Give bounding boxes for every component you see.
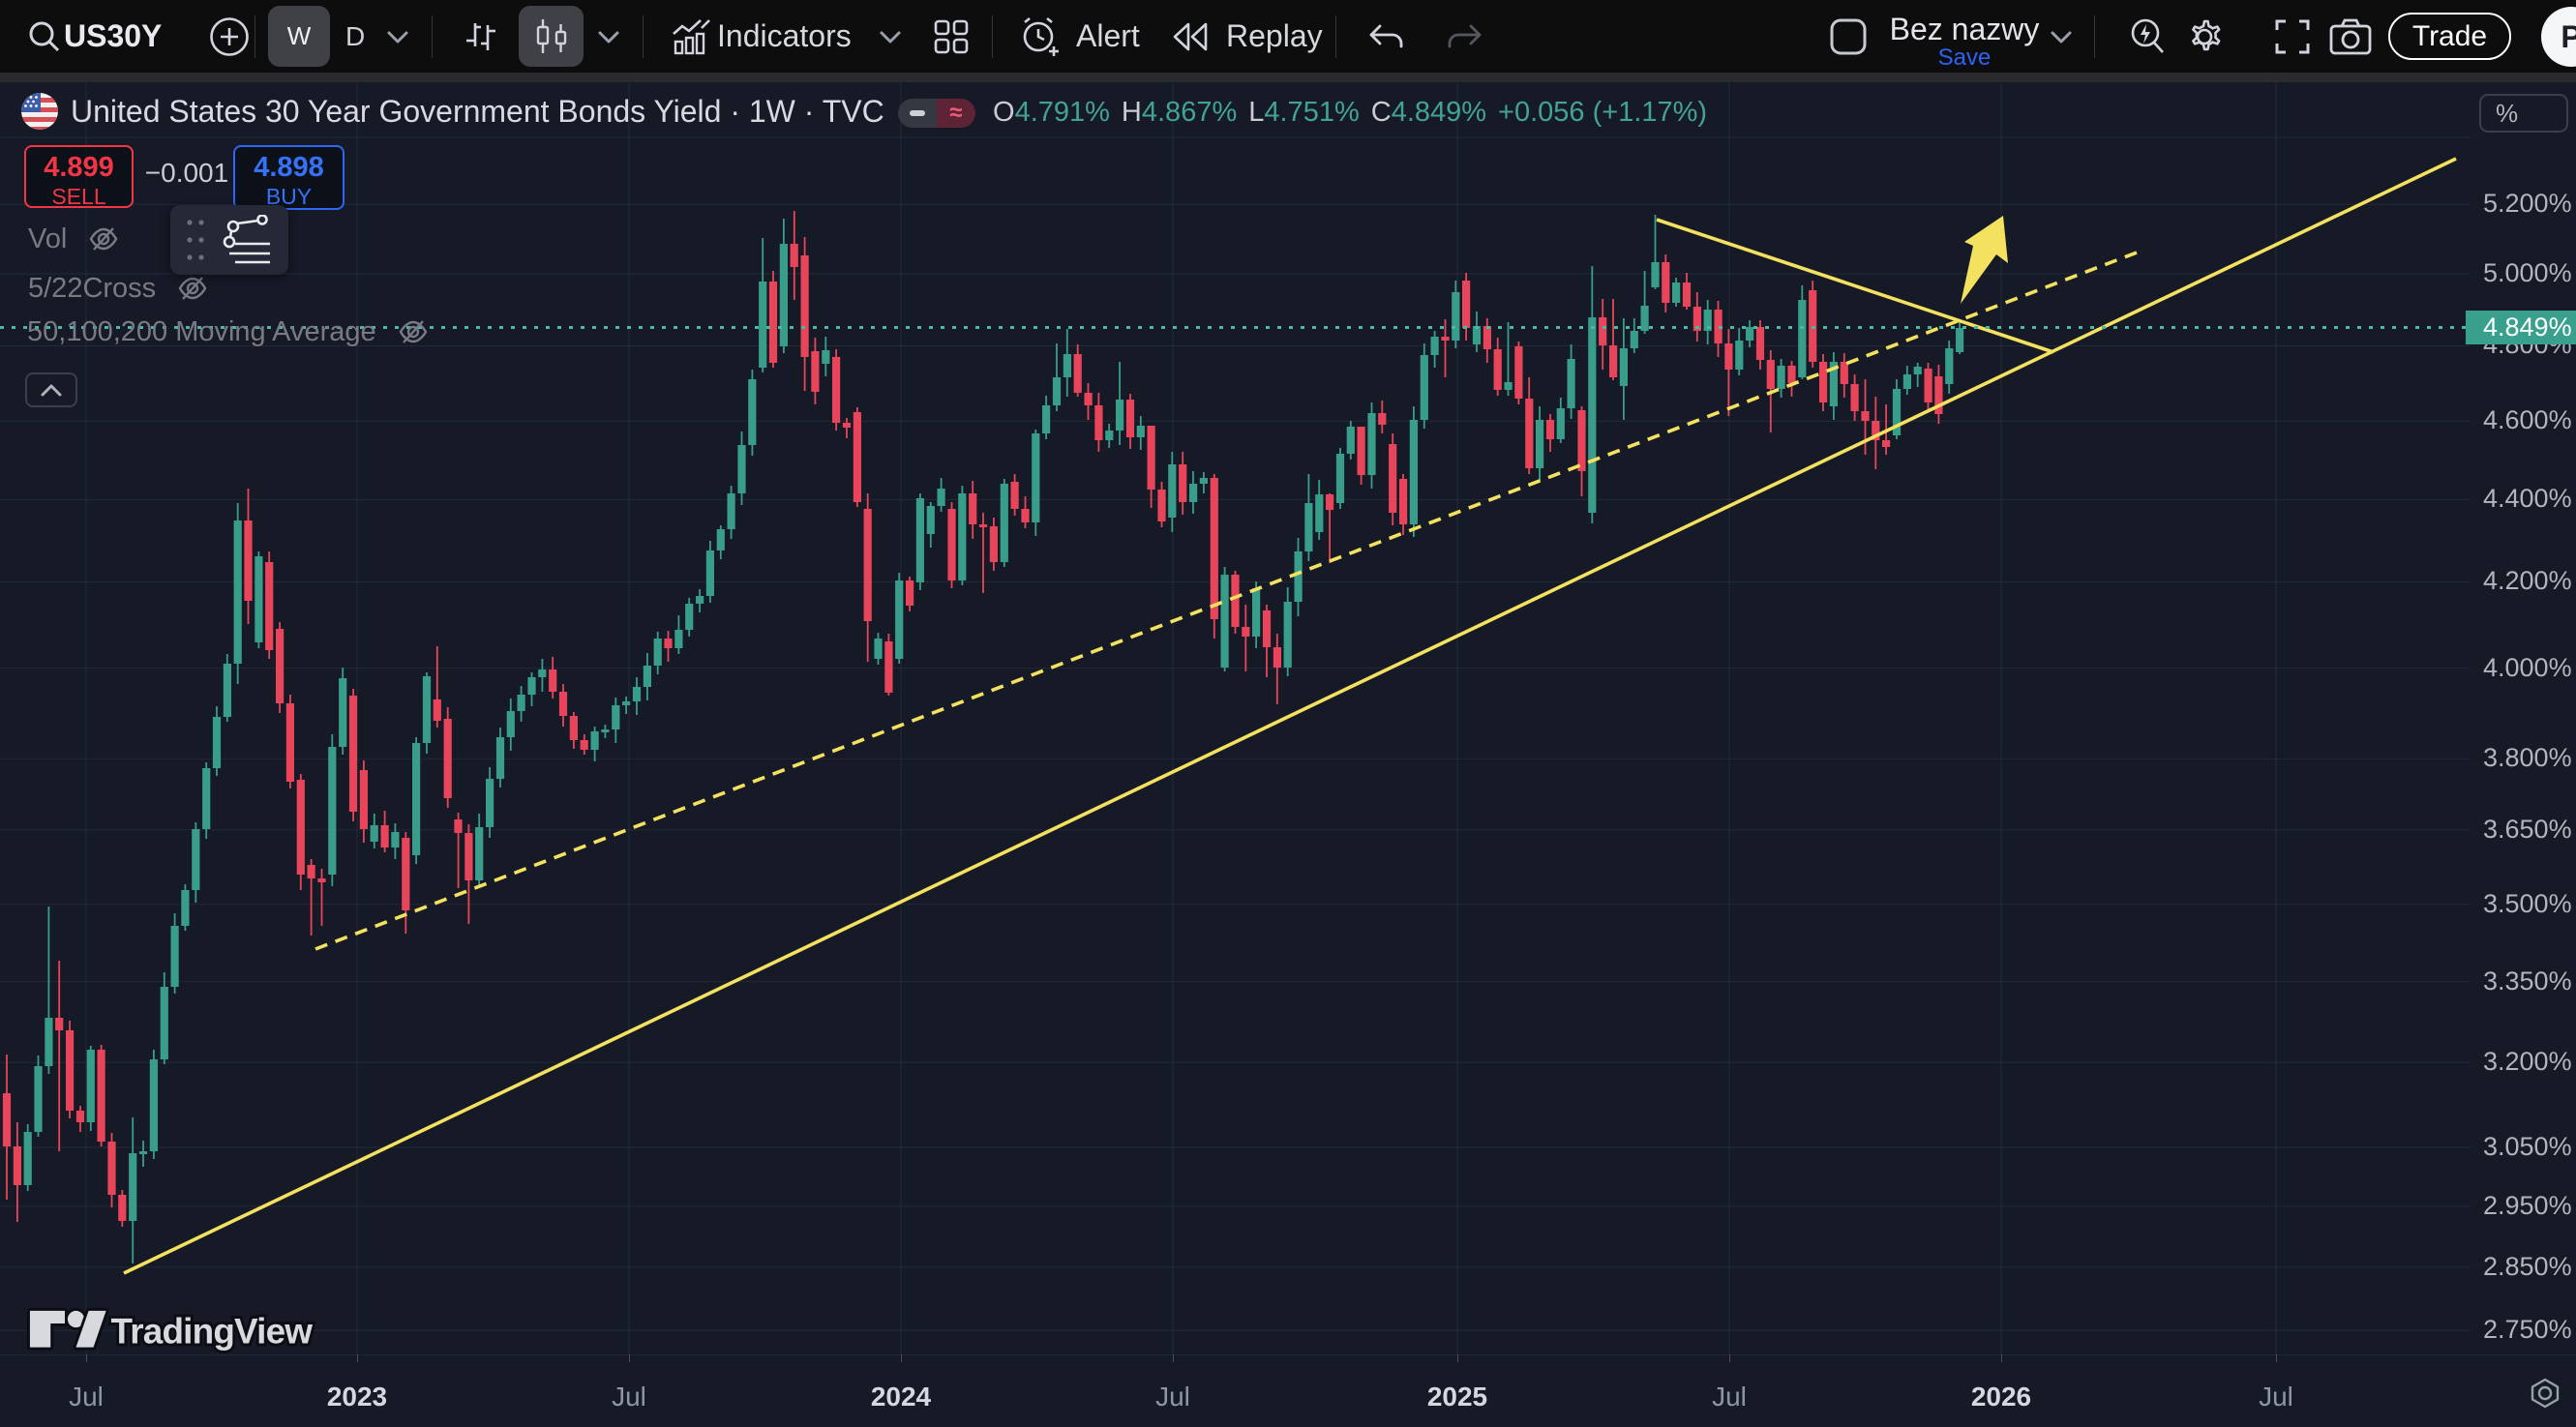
svg-text:TradingView: TradingView: [111, 1312, 314, 1352]
